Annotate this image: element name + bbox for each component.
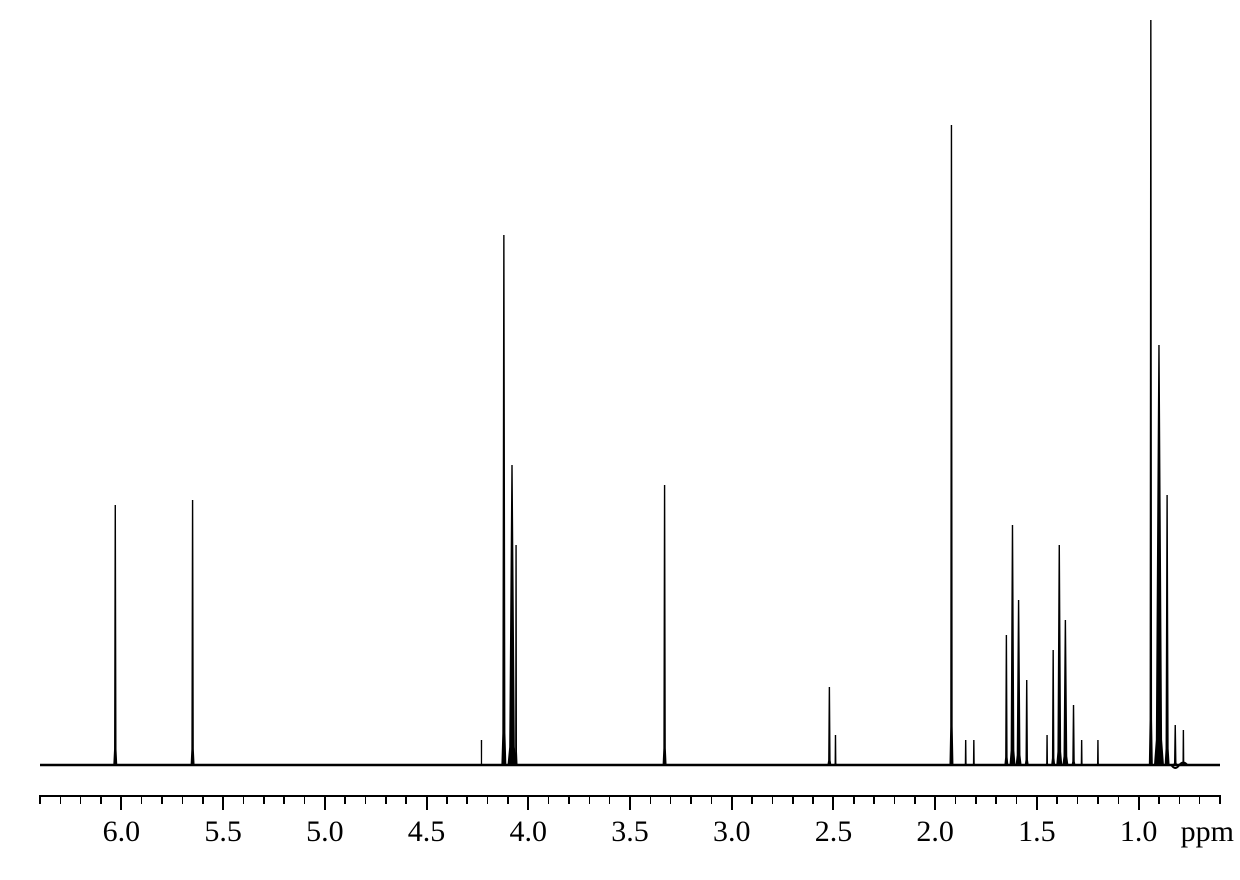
major-tick — [324, 795, 326, 810]
minor-tick — [385, 795, 387, 804]
tick-label: 4.5 — [408, 815, 446, 849]
major-tick — [426, 795, 428, 810]
major-tick — [1036, 795, 1038, 810]
major-tick — [222, 795, 224, 810]
tick-label: 3.5 — [611, 815, 649, 849]
minor-tick — [182, 795, 184, 804]
tick-label: 6.0 — [103, 815, 141, 849]
major-tick — [527, 795, 529, 810]
minor-tick — [1219, 795, 1221, 804]
nmr-chart: 6.05.55.04.54.03.53.02.52.01.51.0ppm — [40, 20, 1220, 850]
minor-tick — [141, 795, 143, 804]
spectrum-svg — [40, 20, 1220, 780]
minor-tick — [487, 795, 489, 804]
minor-tick — [283, 795, 285, 804]
minor-tick — [466, 795, 468, 804]
minor-tick — [304, 795, 306, 804]
major-tick — [832, 795, 834, 810]
major-tick — [1138, 795, 1140, 810]
tick-label: 3.0 — [713, 815, 751, 849]
major-tick — [629, 795, 631, 810]
minor-tick — [1077, 795, 1079, 804]
minor-tick — [609, 795, 611, 804]
tick-label: 5.0 — [306, 815, 344, 849]
minor-tick — [894, 795, 896, 804]
axis-unit-label: ppm — [1181, 815, 1234, 849]
minor-tick — [548, 795, 550, 804]
minor-tick — [405, 795, 407, 804]
minor-tick — [100, 795, 102, 804]
minor-tick — [1056, 795, 1058, 804]
minor-tick — [914, 795, 916, 804]
plot-area — [40, 20, 1220, 780]
minor-tick — [955, 795, 957, 804]
minor-tick — [690, 795, 692, 804]
minor-tick — [39, 795, 41, 804]
tick-label: 2.5 — [815, 815, 853, 849]
minor-tick — [243, 795, 245, 804]
tick-label: 5.5 — [204, 815, 242, 849]
minor-tick — [995, 795, 997, 804]
minor-tick — [161, 795, 163, 804]
minor-tick — [812, 795, 814, 804]
major-tick — [934, 795, 936, 810]
x-axis-area: 6.05.55.04.54.03.53.02.52.01.51.0ppm — [40, 795, 1220, 850]
tick-label: 2.0 — [916, 815, 954, 849]
minor-tick — [853, 795, 855, 804]
minor-tick — [202, 795, 204, 804]
major-tick — [120, 795, 122, 810]
major-tick — [731, 795, 733, 810]
minor-tick — [1118, 795, 1120, 804]
minor-tick — [1179, 795, 1181, 804]
minor-tick — [1097, 795, 1099, 804]
minor-tick — [365, 795, 367, 804]
minor-tick — [446, 795, 448, 804]
minor-tick — [1199, 795, 1201, 804]
tick-label: 4.0 — [510, 815, 548, 849]
minor-tick — [751, 795, 753, 804]
minor-tick — [1158, 795, 1160, 804]
minor-tick — [711, 795, 713, 804]
minor-tick — [80, 795, 82, 804]
minor-tick — [792, 795, 794, 804]
minor-tick — [1016, 795, 1018, 804]
minor-tick — [60, 795, 62, 804]
minor-tick — [772, 795, 774, 804]
minor-tick — [263, 795, 265, 804]
minor-tick — [650, 795, 652, 804]
minor-tick — [975, 795, 977, 804]
minor-tick — [344, 795, 346, 804]
minor-tick — [589, 795, 591, 804]
minor-tick — [670, 795, 672, 804]
minor-tick — [568, 795, 570, 804]
tick-label: 1.5 — [1018, 815, 1056, 849]
minor-tick — [507, 795, 509, 804]
tick-label: 1.0 — [1120, 815, 1158, 849]
minor-tick — [873, 795, 875, 804]
